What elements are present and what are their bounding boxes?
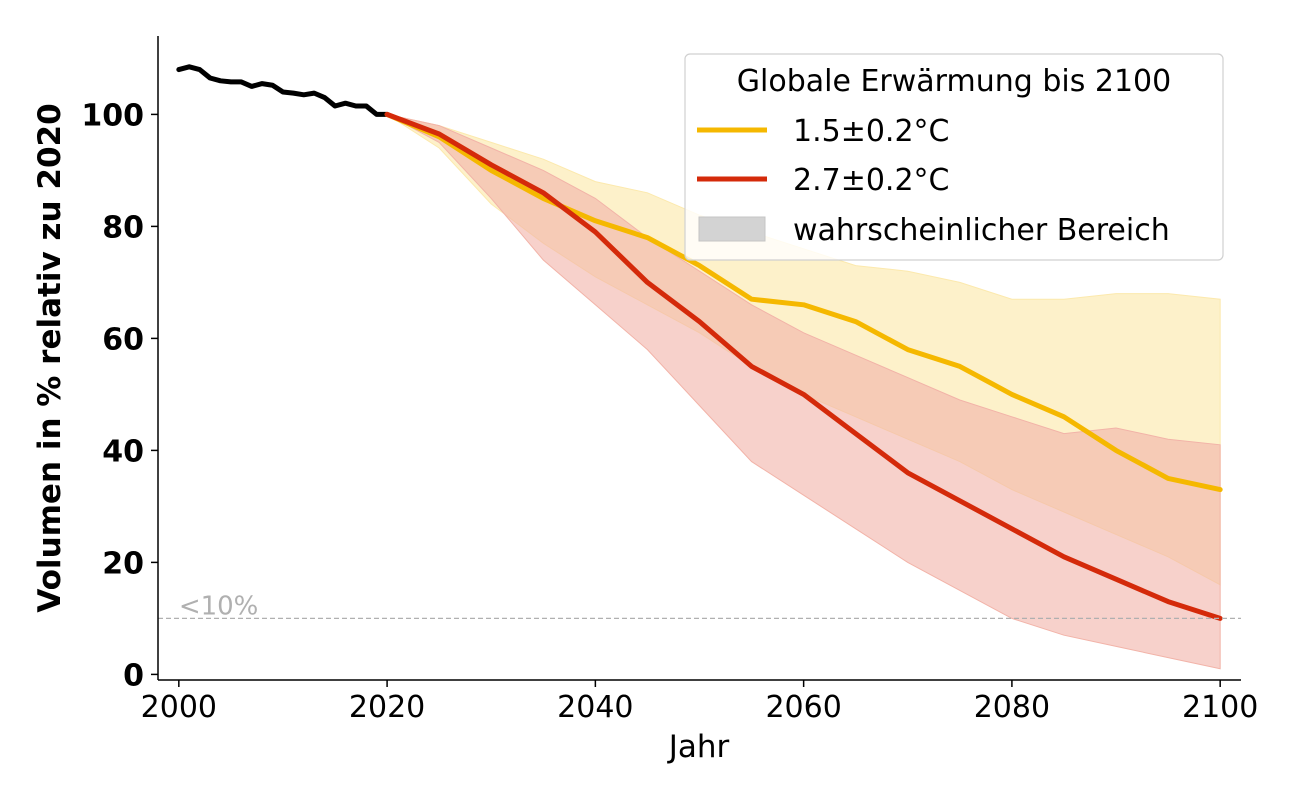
y-tick-label: 80 <box>102 210 144 245</box>
legend-swatch-range <box>698 216 766 242</box>
legend-label-2-7c: 2.7±0.2°C <box>793 163 950 198</box>
x-tick-label: 2100 <box>1182 690 1258 725</box>
legend-label-range: wahrscheinlicher Bereich <box>793 213 1170 248</box>
historical-line <box>176 64 390 117</box>
axes <box>157 36 1241 681</box>
y-ticks: 0 20 40 60 80 100 <box>81 98 158 693</box>
x-tick-label: 2020 <box>349 690 425 725</box>
x-tick-label: 2080 <box>974 690 1050 725</box>
x-tick-label: 2000 <box>141 690 217 725</box>
series-line <box>384 111 1223 621</box>
legend-title: Globale Erwärmung bis 2100 <box>737 64 1171 99</box>
x-ticks: 2000 2020 2040 2060 2080 2100 <box>141 680 1258 725</box>
y-axis-title: Volumen in % relativ zu 2020 <box>32 103 68 612</box>
legend: Globale Erwärmung bis 2100 1.5±0.2°C 2.7… <box>684 53 1224 261</box>
threshold-label: <10% <box>179 591 259 621</box>
y-tick-label: 20 <box>102 546 144 581</box>
legend-label-1-5c: 1.5±0.2°C <box>793 114 950 149</box>
x-tick-label: 2060 <box>765 690 841 725</box>
x-axis-title: Jahr <box>667 729 730 765</box>
y-tick-label: 0 <box>123 658 144 693</box>
legend-frame <box>684 53 1224 261</box>
series-lines <box>176 64 1223 621</box>
y-tick-label: 60 <box>102 322 144 357</box>
y-tick-label: 40 <box>102 434 144 469</box>
series-line <box>384 111 1223 493</box>
x-tick-label: 2040 <box>557 690 633 725</box>
y-tick-label: 100 <box>81 98 144 133</box>
